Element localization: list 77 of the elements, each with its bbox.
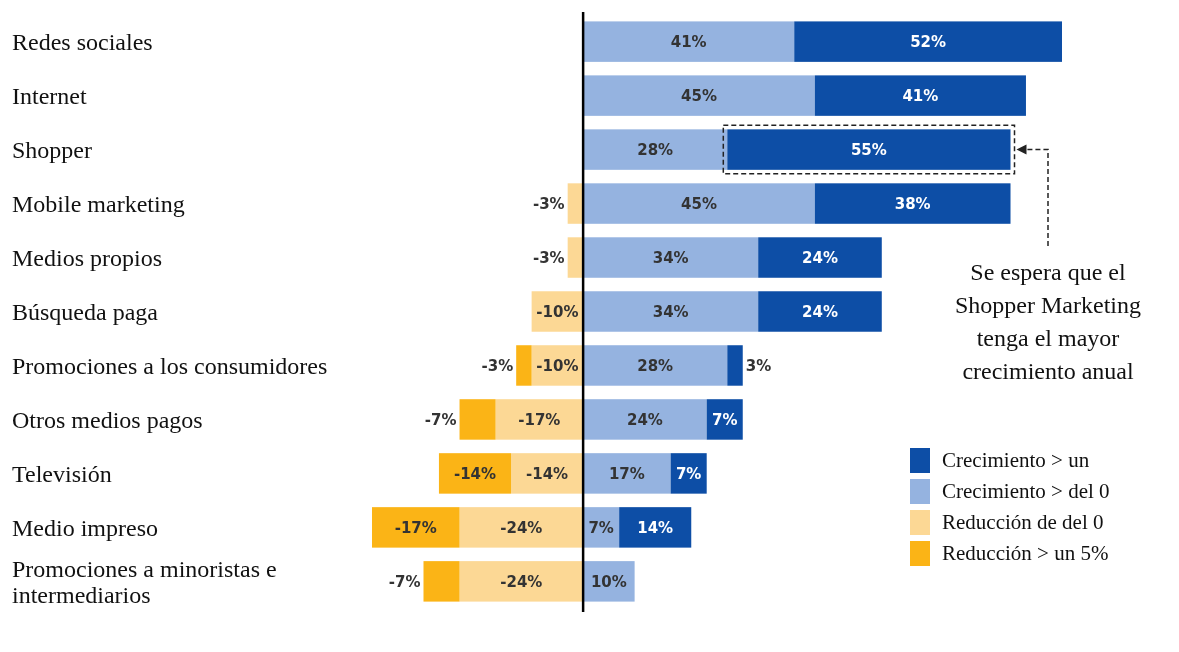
data-label: 34%	[652, 302, 689, 321]
data-label: 24%	[802, 302, 838, 321]
legend-label: Crecimiento > un	[942, 448, 1090, 473]
bar	[583, 453, 671, 494]
y-tick-label: Medio impreso	[12, 514, 158, 541]
bar	[583, 291, 759, 332]
bar	[495, 399, 584, 440]
bar	[814, 183, 1011, 224]
data-label: -3%	[532, 248, 565, 267]
bar	[516, 345, 532, 386]
y-tick-label: Mobile marketing	[12, 190, 185, 217]
data-label: 24%	[802, 248, 838, 267]
y-tick-label: Promociones a los consumidores	[12, 352, 328, 379]
bar	[372, 507, 460, 548]
bar	[583, 237, 759, 278]
data-label: 24%	[626, 410, 663, 429]
bar	[619, 507, 692, 548]
y-tick-label: Promociones a minoristas e intermediarios	[12, 555, 277, 608]
y-tick-label: Televisión	[12, 460, 112, 487]
data-label: -17%	[394, 518, 437, 537]
data-label: 45%	[681, 194, 717, 213]
data-label: -24%	[500, 518, 543, 537]
bar	[438, 453, 512, 494]
data-label: -7%	[388, 572, 421, 591]
bar	[459, 561, 584, 602]
data-label: 10%	[590, 572, 627, 591]
data-label: -14%	[453, 464, 497, 483]
bar	[583, 345, 728, 386]
data-label: 45%	[681, 86, 717, 105]
y-tick-label: Internet	[12, 83, 87, 110]
y-tick-label: Redes sociales	[12, 29, 153, 56]
bar	[583, 75, 815, 116]
data-label: 14%	[637, 518, 674, 537]
data-label: -10%	[536, 302, 579, 321]
y-tick-label: Shopper	[12, 136, 92, 163]
data-label: -24%	[500, 572, 543, 591]
data-label: -3%	[532, 194, 565, 213]
bar	[583, 129, 728, 170]
bar	[727, 345, 743, 386]
data-label: 7%	[711, 410, 738, 429]
bar	[423, 561, 460, 602]
bar	[511, 453, 584, 494]
y-tick-label: Otros medios pagos	[12, 406, 203, 433]
data-label: 3%	[745, 356, 772, 375]
data-label: 34%	[652, 248, 689, 267]
data-label: 7%	[588, 518, 614, 537]
data-label: 28%	[637, 356, 674, 375]
bar	[583, 21, 795, 62]
data-label: -17%	[518, 410, 561, 429]
data-label: 28%	[637, 140, 674, 159]
data-label: 17%	[608, 464, 645, 483]
data-label: 7%	[675, 464, 702, 483]
bar	[814, 75, 1026, 116]
data-label: 41%	[902, 86, 939, 105]
data-label: 55%	[850, 140, 887, 159]
legend-label: Reducción de del 0	[942, 510, 1104, 535]
bar	[794, 21, 1062, 62]
bar	[583, 183, 815, 224]
bar	[758, 291, 882, 332]
data-label: -7%	[424, 410, 457, 429]
data-label: 52%	[910, 32, 947, 51]
data-label: 38%	[894, 194, 931, 213]
bar	[567, 237, 584, 278]
bar	[567, 183, 584, 224]
data-label: -3%	[481, 356, 514, 375]
y-tick-label: Búsqueda paga	[12, 298, 159, 325]
annotation: Se espera que el Shopper Marketing tenga el mayor crecimiento anual	[955, 259, 1141, 385]
legend-label: Crecimiento > del 0	[942, 479, 1110, 504]
data-label: -14%	[526, 464, 569, 483]
bar	[459, 399, 496, 440]
bar	[459, 507, 584, 548]
bar	[758, 237, 882, 278]
data-label: -10%	[536, 356, 579, 375]
data-label: 41%	[670, 32, 707, 51]
y-tick-label: Medios propios	[12, 244, 162, 271]
legend-label: Reducción > un 5%	[942, 541, 1109, 566]
bar	[583, 399, 707, 440]
